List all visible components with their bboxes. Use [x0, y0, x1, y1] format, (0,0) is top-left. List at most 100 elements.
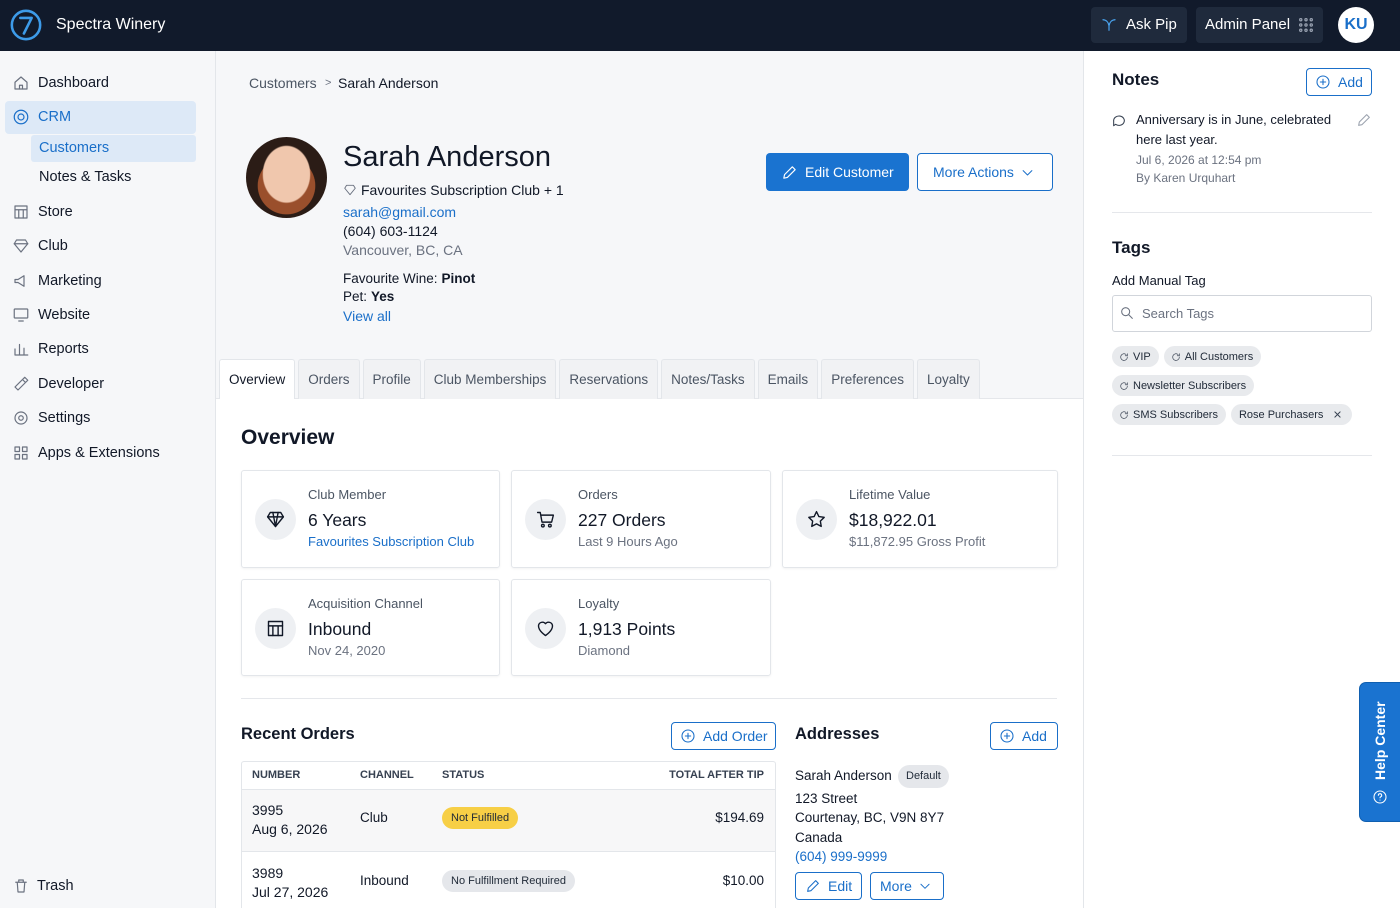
stat-card	[241, 579, 500, 676]
order-number[interactable]: 3989	[252, 865, 284, 881]
icon-shape	[14, 76, 28, 90]
add-order-button[interactable]	[671, 722, 776, 750]
address-line: Canada	[795, 829, 843, 845]
nav-item[interactable]: Trash	[37, 878, 74, 894]
tag-label: VIP	[1133, 350, 1151, 363]
tag-icon	[1120, 352, 1128, 361]
top-bar	[0, 0, 1400, 51]
icon-shape	[1377, 793, 1383, 801]
nav-item[interactable]: Reports	[38, 341, 89, 358]
tab[interactable]: Notes/Tasks	[661, 359, 755, 399]
chevron-icon	[920, 883, 930, 889]
plus-icon	[681, 729, 695, 743]
admin-panel-label: Admin Panel	[1205, 16, 1291, 33]
icon-shape	[10, 9, 42, 41]
icon-shape	[1000, 729, 1014, 743]
edit-note-icon	[1358, 114, 1370, 126]
customer-club: Favourites Subscription Club + 1	[361, 182, 564, 198]
icon-shape	[14, 453, 21, 460]
favourite-wine-label: Favourite Wine: Pinot	[343, 271, 476, 286]
icon-shape	[14, 445, 21, 452]
icon-shape	[13, 110, 29, 125]
tag-chip[interactable]: SMS Subscribers	[1112, 404, 1226, 425]
breadcrumb-current: Sarah Anderson	[338, 75, 439, 91]
stat-label: Club Member	[308, 487, 387, 502]
divider	[1112, 212, 1372, 213]
tab[interactable]: Loyalty	[916, 359, 980, 399]
icon-shape	[1304, 28, 1308, 32]
nav-item[interactable]: Website	[38, 307, 91, 323]
tag-search-placeholder: Search Tags	[1142, 306, 1215, 321]
nav-item[interactable]: Developer	[38, 375, 105, 392]
nav-icon	[13, 308, 29, 322]
nav-item[interactable]: Apps & Extensions	[38, 444, 160, 461]
icon-shape	[547, 523, 552, 528]
icon-shape	[920, 883, 930, 889]
tab-bar: Overview Orders Profile Club Memberships Res…	[219, 359, 980, 399]
more-address-button[interactable]	[870, 872, 944, 900]
add-address-button[interactable]	[990, 722, 1058, 750]
stat-icon-bg	[255, 608, 296, 649]
nav-item[interactable]: Settings	[38, 410, 91, 427]
stat-icon-bg	[796, 499, 837, 540]
icon-shape	[13, 308, 29, 319]
ask-pip-label: Ask Pip	[1126, 16, 1177, 33]
edit-customer-button[interactable]	[766, 153, 909, 191]
icon-shape	[17, 113, 25, 121]
tag-search-input[interactable]	[1112, 295, 1372, 332]
address-name: Sarah Anderson	[795, 768, 892, 783]
breadcrumb-link[interactable]: Customers	[249, 75, 317, 91]
tab[interactable]: Orders	[298, 359, 360, 399]
pencil-icon	[783, 166, 796, 179]
nav-subitem[interactable]: Notes & Tasks	[39, 169, 132, 186]
icon-shape	[14, 344, 29, 356]
order-number[interactable]: 3995	[252, 802, 284, 818]
address-phone[interactable]: (604) 999-9999	[795, 849, 888, 864]
nav-item[interactable]: Marketing	[38, 272, 102, 289]
add-note-button[interactable]	[1306, 68, 1372, 96]
edit-address-button[interactable]	[795, 872, 862, 900]
nav-subitem[interactable]: Customers	[39, 140, 110, 157]
stat-sub[interactable]: Favourites Subscription Club	[308, 534, 475, 549]
tab[interactable]: Reservations	[559, 359, 659, 399]
active-item-highlight	[31, 135, 196, 162]
tab[interactable]: Profile	[362, 359, 421, 399]
user-avatar[interactable]: KU	[1338, 7, 1374, 43]
icon-shape	[21, 445, 28, 452]
stat-icon-bg	[525, 499, 566, 540]
tag-chip[interactable]: All Customers	[1163, 346, 1262, 367]
address-line: Courtenay, BC, V9N 8Y7	[795, 810, 945, 826]
tab[interactable]: Emails	[757, 359, 819, 399]
icon-shape	[14, 208, 28, 219]
status-pill: No Fulfillment Required	[442, 870, 575, 892]
customer-email[interactable]: sarah@gmail.com	[343, 204, 457, 220]
stat-card	[241, 470, 500, 568]
status-pill: Not Fulfilled	[442, 807, 519, 829]
tag-chip[interactable]: Newsletter Subscribers	[1112, 375, 1255, 396]
icon-shape	[1102, 19, 1116, 31]
stat-value: 1,913 Points	[578, 619, 676, 639]
view-all-link[interactable]: View all	[343, 308, 391, 324]
icon-shape	[1304, 23, 1308, 27]
active-section-highlight	[5, 101, 196, 134]
column-header: STATUS	[442, 769, 485, 781]
stat-icon-bg	[255, 499, 296, 540]
tab[interactable]: Overview	[219, 359, 296, 399]
ask-pip-button[interactable]	[1091, 7, 1187, 43]
icon-shape	[266, 511, 285, 528]
tab[interactable]: Club Memberships	[423, 359, 557, 399]
icon-shape	[1316, 75, 1330, 89]
tag-chip[interactable]: VIP	[1112, 346, 1159, 367]
nav-item[interactable]: Store	[38, 203, 73, 220]
tag-chip[interactable]: Rose Purchasers	[1230, 404, 1353, 425]
tab[interactable]: Preferences	[821, 359, 914, 399]
nav-item[interactable]: CRM	[38, 109, 72, 126]
nav-item[interactable]: Club	[38, 238, 68, 255]
sidebar	[0, 51, 216, 908]
icon-shape	[1309, 18, 1313, 22]
icon-shape	[1373, 790, 1387, 804]
more-actions-button[interactable]	[917, 153, 1053, 191]
add-address-label: Add	[1022, 728, 1047, 744]
nav-item[interactable]: Dashboard	[38, 75, 109, 91]
icon-shape	[1113, 115, 1125, 127]
